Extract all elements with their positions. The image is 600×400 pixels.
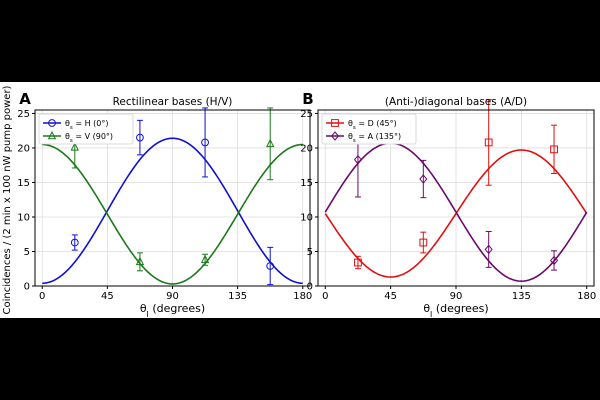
data-point	[550, 145, 558, 154]
panel-title: Rectilinear bases (H/V)	[113, 96, 233, 108]
shared-y-axis-label: Coincidences / (2 min x 100 nW pump powe…	[2, 85, 13, 314]
y-tick-label: 10	[17, 212, 30, 223]
data-point	[70, 238, 79, 247]
x-tick-label: 45	[101, 291, 114, 302]
fit-curve	[42, 137, 303, 285]
data-point	[484, 138, 493, 147]
data-point	[201, 138, 209, 147]
y-tick-label: 5	[24, 247, 30, 258]
legend-entry: θs = H (0°)	[65, 119, 109, 131]
fit-curve	[42, 143, 303, 285]
data-point	[136, 133, 144, 142]
legend-box	[321, 113, 417, 145]
x-tick-label: 180	[577, 291, 596, 302]
y-tick-label: 5	[307, 247, 313, 258]
x-tick-label: 90	[450, 291, 463, 302]
y-tick-label: 20	[17, 143, 30, 154]
data-point	[353, 154, 363, 165]
legend-entry: θs = D (45°)	[348, 119, 397, 131]
legend-entry: θs = V (90°)	[65, 132, 113, 144]
data-point	[265, 138, 275, 148]
panel-title: (Anti-)diagonal bases (A/D)	[385, 96, 527, 108]
x-tick-label: 0	[322, 291, 328, 302]
legend-marker	[47, 130, 57, 140]
figure-svg: Coincidences / (2 min x 100 nW pump powe…	[2, 85, 596, 318]
y-tick-label: 25	[17, 109, 30, 120]
panel-label: A	[19, 90, 31, 108]
panel-b: 0 45 90 135 180 0 5 10 15 20 25 (Anti-)diagonal bas…	[300, 90, 596, 318]
x-tick-label: 0	[39, 291, 45, 302]
figure: Coincidences / (2 min x 100 nW pump powe…	[0, 82, 600, 318]
legend-marker	[331, 119, 339, 127]
legend-marker	[330, 131, 340, 141]
y-tick-label: 10	[300, 212, 313, 223]
data-point	[549, 255, 559, 266]
x-tick-label: 180	[293, 291, 312, 302]
data-point	[135, 256, 145, 266]
data-point	[419, 174, 428, 184]
y-tick-label: 0	[307, 282, 313, 293]
legend-box	[38, 113, 134, 145]
y-tick-label: 0	[24, 282, 30, 293]
panel-label: B	[302, 90, 313, 108]
x-tick-label: 135	[228, 291, 247, 302]
legend-entry: θs = A (135°)	[348, 132, 401, 144]
x-axis-label: θI (degrees)	[423, 302, 488, 318]
y-tick-label: 15	[17, 178, 30, 189]
data-point	[484, 244, 493, 255]
fit-curve	[324, 142, 588, 282]
data-point	[419, 238, 428, 247]
data-point	[354, 258, 362, 267]
data-point	[266, 262, 275, 270]
x-tick-label: 45	[384, 291, 397, 302]
data-point	[200, 254, 210, 264]
y-tick-label: 25	[300, 109, 313, 120]
legend-marker	[48, 119, 56, 127]
x-tick-label: 135	[512, 291, 531, 302]
x-tick-label: 90	[166, 291, 179, 302]
data-point	[70, 142, 80, 151]
y-tick-label: 15	[300, 178, 313, 189]
y-tick-label: 20	[300, 143, 313, 154]
x-axis-label: θI (degrees)	[140, 302, 205, 318]
